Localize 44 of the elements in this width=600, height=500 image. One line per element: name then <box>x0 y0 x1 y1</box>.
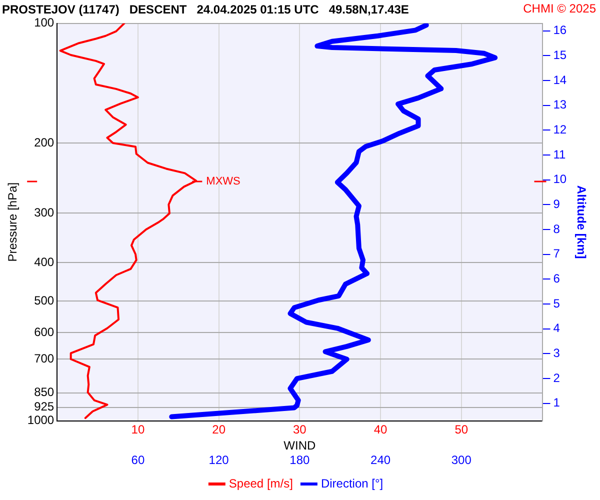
y-tick-label: 400 <box>34 254 54 269</box>
y2-tick-label: 1 <box>553 396 560 410</box>
x2-tick-label: 300 <box>451 453 472 468</box>
y2-tick-label: 5 <box>553 296 560 310</box>
y2-tick-label: 11 <box>553 147 566 162</box>
y-tick-label: 300 <box>34 205 54 220</box>
y2-tick-label: 7 <box>553 246 560 261</box>
y-tick-label: 1000 <box>27 413 54 428</box>
y2-tick-label: 3 <box>553 346 560 360</box>
y2-tick-label: 14 <box>553 72 567 87</box>
x-tick-label: 10 <box>131 422 145 436</box>
y2-tick-label: 8 <box>553 222 560 236</box>
x-tick-label: 30 <box>292 422 307 436</box>
x2-tick-label: 180 <box>290 453 310 468</box>
y-tick-label: 600 <box>34 324 54 339</box>
legend-label: Speed [m/s] <box>228 476 293 490</box>
y2-tick-label: 13 <box>553 98 567 112</box>
x2-tick-label: 240 <box>370 453 391 468</box>
annotation: MXWS <box>206 176 240 188</box>
y2-axis-title: Altitude [km] <box>574 185 588 259</box>
text: CHMI © 2025 <box>523 1 596 16</box>
y-tick-label: 100 <box>34 16 54 30</box>
y-axis-title: Pressure [hPa] <box>6 182 20 262</box>
y-tick-label: 200 <box>34 135 54 150</box>
x-axis-title: WIND <box>284 438 316 453</box>
y2-tick-label: 6 <box>553 272 560 286</box>
x-tick-label: 50 <box>454 422 468 436</box>
y2-tick-label: 16 <box>553 23 567 38</box>
y-tick-label: 500 <box>34 293 54 308</box>
y2-tick-label: 12 <box>553 122 567 137</box>
y-tick-label: 850 <box>34 385 54 400</box>
y2-tick-label: 15 <box>553 48 567 62</box>
x-tick-label: 40 <box>374 422 388 436</box>
chart-title: PROSTEJOV (11747) DESCENT 24.04.2025 01:15 UTC 49.58N,17.43E <box>2 2 409 17</box>
y-tick-label: 925 <box>34 400 54 414</box>
y2-tick-label: 4 <box>553 321 560 336</box>
x2-tick-label: 120 <box>208 453 230 468</box>
y-tick-label: 700 <box>34 352 54 366</box>
x2-tick-label: 60 <box>131 453 145 468</box>
y2-tick-label: 9 <box>553 197 560 212</box>
legend-label: Direction [°] <box>320 476 384 490</box>
y2-tick-label: 2 <box>553 370 560 385</box>
y2-tick-label: 10 <box>553 172 567 186</box>
x-tick-label: 20 <box>212 422 226 436</box>
